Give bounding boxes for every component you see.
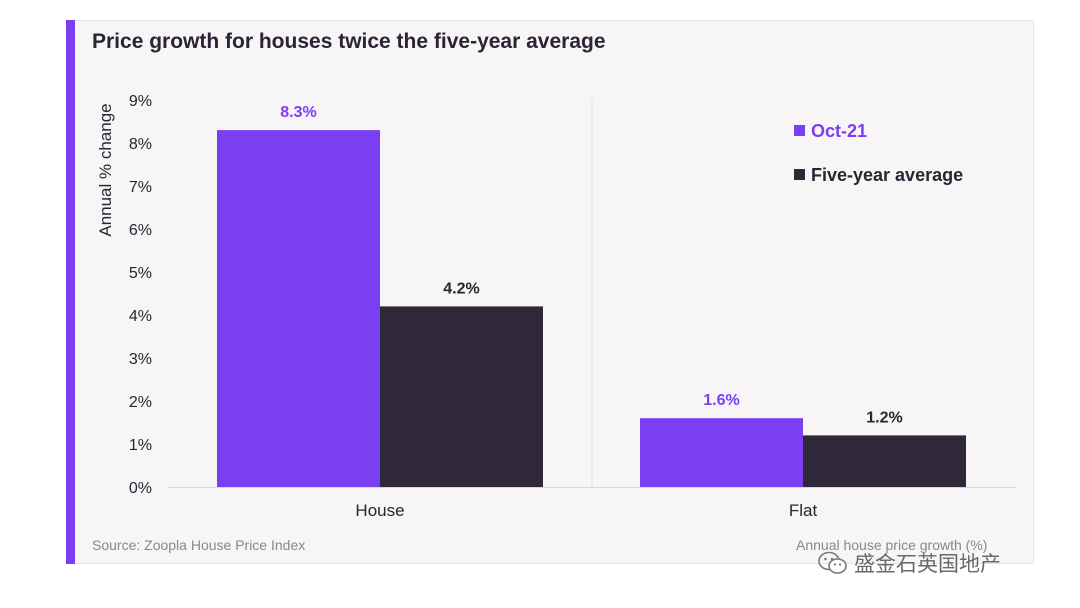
y-tick-label: 1% bbox=[129, 437, 152, 454]
y-tick-label: 2% bbox=[129, 394, 152, 411]
y-tick-label: 6% bbox=[129, 222, 152, 239]
watermark-text: 盛金石英国地产 bbox=[854, 553, 1001, 576]
y-tick-label: 3% bbox=[129, 351, 152, 368]
legend-label: Oct-21 bbox=[811, 121, 867, 141]
data-label: 1.6% bbox=[703, 392, 739, 409]
legend-label: Five-year average bbox=[811, 165, 963, 185]
chart-title: Price growth for houses twice the five-y… bbox=[92, 30, 606, 53]
bar-flat-oct21 bbox=[640, 418, 803, 487]
bar-flat-five-year-average bbox=[803, 435, 966, 487]
y-axis-title: Annual % change bbox=[96, 103, 115, 236]
y-tick-label: 4% bbox=[129, 308, 152, 325]
y-tick-label: 9% bbox=[129, 93, 152, 110]
axis-note: Annual house price growth (%) bbox=[796, 537, 988, 553]
data-label: 4.2% bbox=[443, 280, 479, 297]
wechat-icon bbox=[818, 551, 847, 574]
x-category-label: Flat bbox=[789, 501, 818, 520]
legend-swatch bbox=[794, 169, 805, 180]
bar-house-oct21 bbox=[217, 130, 380, 487]
y-tick-label: 8% bbox=[129, 136, 152, 153]
bar-house-five-year-average bbox=[380, 306, 543, 487]
x-category-label: House bbox=[355, 501, 404, 520]
data-label: 1.2% bbox=[866, 409, 902, 426]
y-tick-label: 7% bbox=[129, 179, 152, 196]
accent-bar bbox=[66, 20, 75, 564]
source-note: Source: Zoopla House Price Index bbox=[92, 537, 306, 553]
y-tick-label: 0% bbox=[129, 480, 152, 497]
y-tick-label: 5% bbox=[129, 265, 152, 282]
legend-swatch bbox=[794, 125, 805, 136]
data-label: 8.3% bbox=[280, 104, 316, 121]
watermark: 盛金石英国地产 bbox=[818, 548, 1001, 578]
